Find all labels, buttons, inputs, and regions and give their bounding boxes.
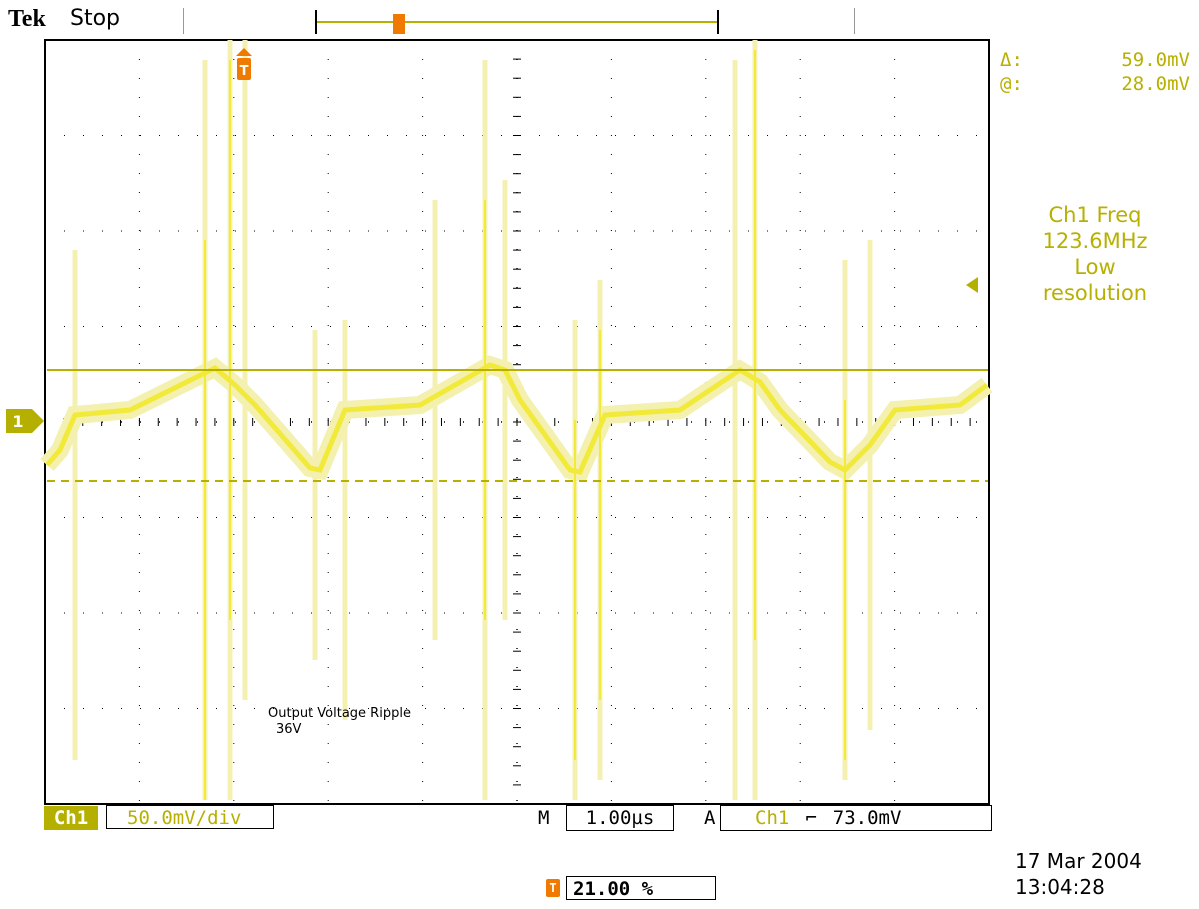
time-prefix: M — [538, 807, 550, 829]
channel1-badge[interactable]: Ch1 — [44, 806, 98, 830]
at-value: 28.0mV — [1121, 73, 1190, 95]
trigger-level: 73.0mV — [832, 807, 902, 829]
waveform-annotation: Output Voltage Ripple 36V — [268, 706, 411, 738]
trigger-position-icon: T — [236, 48, 252, 82]
time-per-div[interactable]: 1.00µs — [566, 805, 674, 831]
channel1-ground-marker: 1 — [6, 409, 46, 437]
trace-ripple — [45, 362, 989, 475]
freq-note-resolution: resolution — [1042, 281, 1148, 305]
trigger-level-arrow-icon — [966, 277, 978, 297]
freq-title: Ch1 Freq — [1048, 203, 1142, 227]
svg-text:T: T — [240, 64, 249, 79]
brand-label: Tek — [8, 6, 46, 32]
annotation-line2: 36V — [276, 722, 302, 737]
trigger-source: Ch1 — [755, 807, 790, 829]
record-view-bar — [315, 10, 719, 34]
cursor-readout: Δ: 59.0mV @: 28.0mV — [1000, 48, 1190, 96]
channel1-ground-marker-label: 1 — [12, 412, 23, 431]
trigger-position-percent[interactable]: 21.00 % — [566, 876, 716, 900]
header-divider-right — [854, 8, 855, 34]
acquisition-state: Stop — [70, 6, 121, 31]
trigger-mode: A — [704, 807, 716, 829]
timestamp: 17 Mar 2004 13:04:28 — [1015, 848, 1199, 900]
date-label: 17 Mar 2004 — [1015, 849, 1142, 873]
delta-value: 59.0mV — [1121, 49, 1190, 71]
frequency-measurement: Ch1 Freq 123.6MHz Low resolution — [995, 202, 1195, 306]
at-label: @: — [1000, 73, 1023, 95]
trigger-position-pct-icon: T — [546, 879, 560, 897]
trigger-settings[interactable]: Ch1 ⌐ 73.0mV — [720, 805, 992, 831]
volts-per-div[interactable]: 50.0mV/div — [106, 805, 274, 829]
time-label: 13:04:28 — [1015, 875, 1105, 899]
header-divider-left — [183, 8, 184, 34]
trigger-slope-icon: ⌐ — [805, 807, 817, 829]
annotation-line1: Output Voltage Ripple — [268, 706, 411, 721]
channel1-traces — [40, 40, 993, 800]
freq-value: 123.6MHz — [1042, 229, 1148, 253]
delta-label: Δ: — [1000, 49, 1023, 71]
freq-note-low: Low — [1074, 255, 1116, 279]
